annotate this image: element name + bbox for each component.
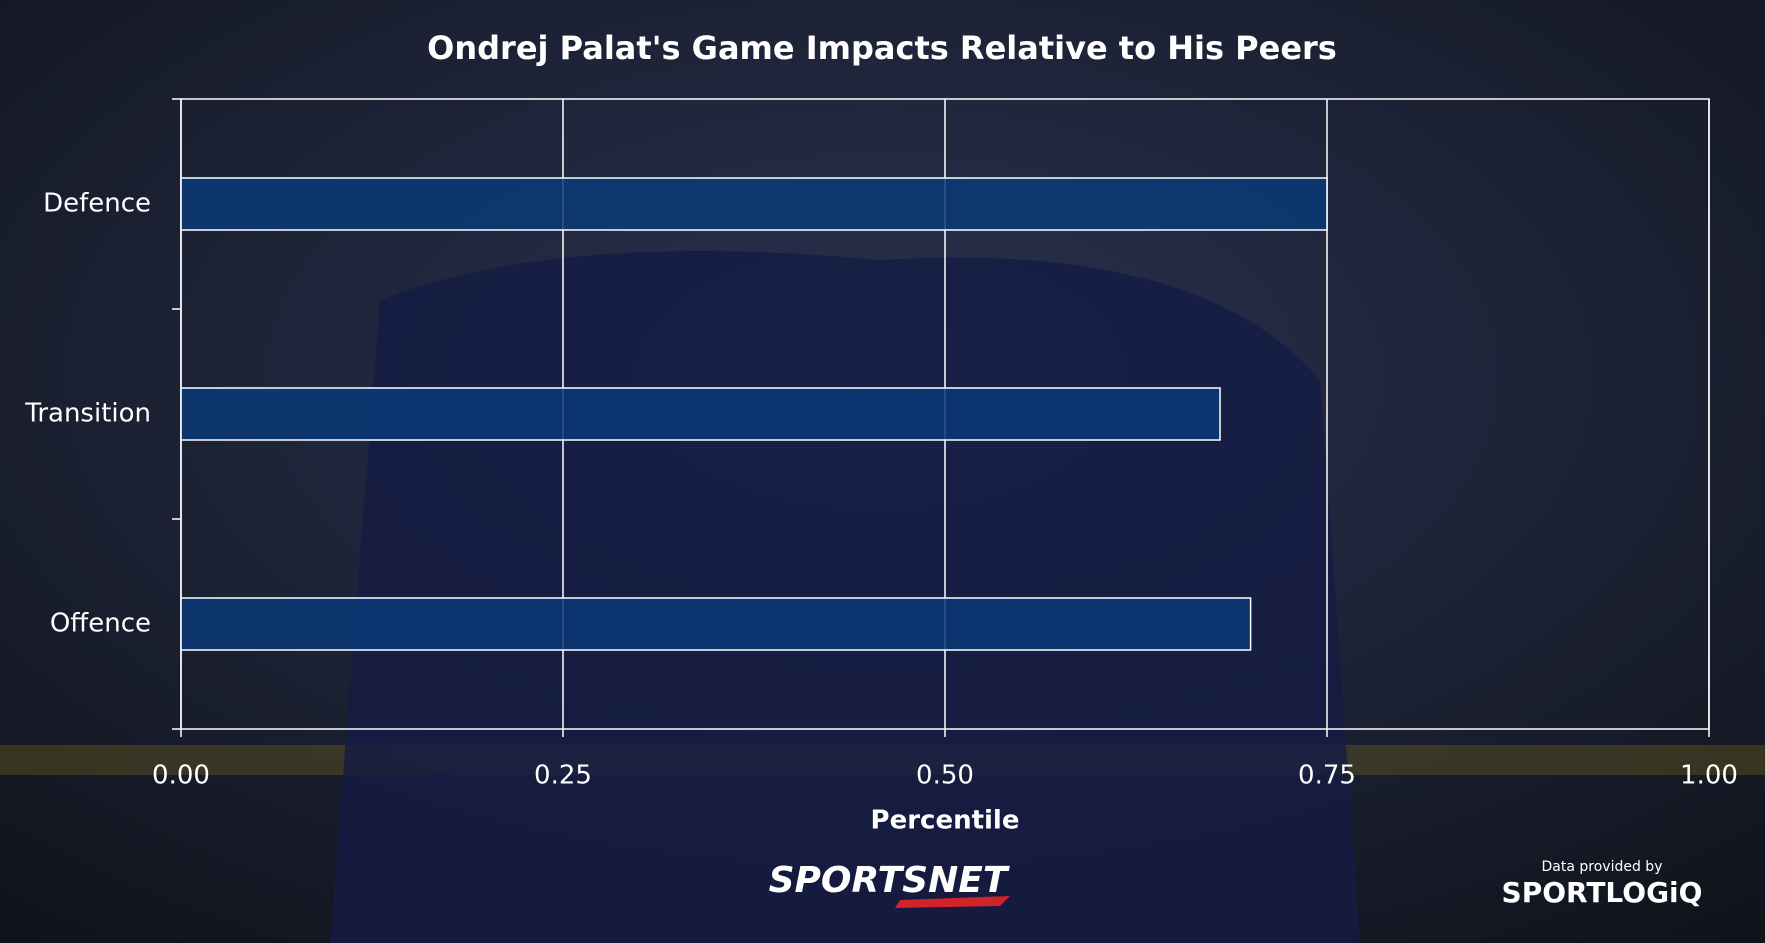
y-tick-label: Offence [50,609,151,639]
x-tick-label: 1.00 [1680,761,1738,791]
brand-swoosh [895,896,1010,908]
bar [180,387,1221,441]
jersey-shape [330,251,1360,943]
bar [180,597,1252,651]
x-tick-label: 0.50 [916,761,974,791]
x-tick-label: 0.75 [1298,761,1356,791]
credit-text: Data provided by [1542,859,1663,875]
y-tick-label: Transition [24,399,151,429]
y-tick-label: Defence [43,189,151,219]
brand-logo: SPORTSNET [769,860,1010,901]
chart-title: Ondrej Palat's Game Impacts Relative to … [427,29,1337,67]
x-axis-label: Percentile [871,806,1020,836]
bar [180,177,1328,231]
x-tick-label: 0.25 [534,761,592,791]
x-tick-label: 0.00 [152,761,210,791]
provider-logo: SPORTLOGiQ [1502,876,1703,909]
